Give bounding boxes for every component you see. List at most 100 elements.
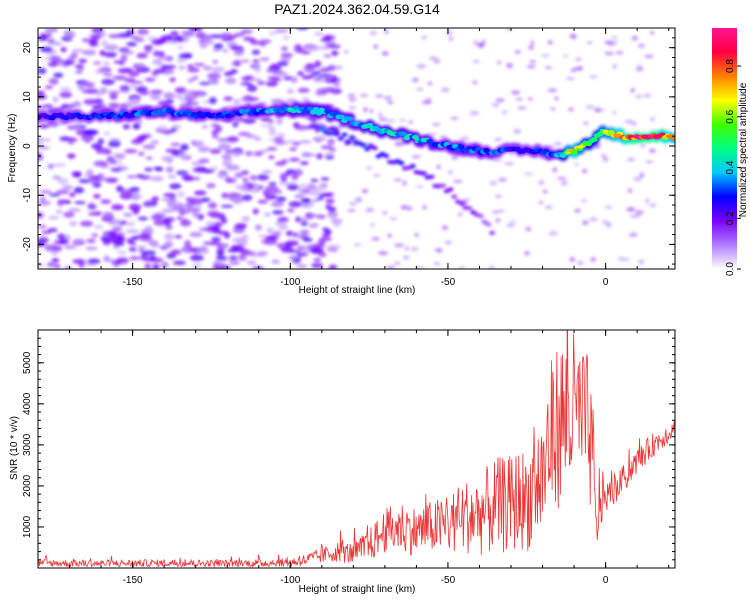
noise-blob [298, 140, 312, 144]
noise-blob [297, 71, 305, 76]
noise-blob [270, 201, 284, 208]
ridge-hotspot [640, 134, 647, 138]
colorbar-ticks: 0.0 0.2 0.4 0.6 0.8 [725, 59, 741, 276]
y-tick-label: 10 [22, 91, 33, 103]
noise-blob [71, 171, 82, 177]
noise-blob [128, 203, 142, 211]
snr-panel: -150 -100 -50 0 1000 2000 3000 4000 5000 Height… [9, 329, 676, 595]
noise-blob [300, 221, 309, 227]
noise-blob [134, 63, 144, 68]
spectrogram-frame [37, 27, 676, 270]
noise-blob [86, 88, 99, 94]
noise-blob [575, 57, 582, 62]
noise-blob [233, 32, 245, 37]
noise-blob [159, 129, 171, 134]
noise-blob [645, 160, 654, 164]
noise-blob [523, 172, 534, 176]
y-tick-label: -10 [22, 188, 33, 203]
noise-blob [282, 35, 290, 41]
figure-title: PAZ1.2024.362.04.59.G14 [274, 1, 440, 17]
noise-blob [153, 50, 161, 57]
noise-blob [120, 54, 128, 62]
noise-blob [323, 54, 332, 58]
noise-blob [78, 178, 92, 184]
noise-blob [416, 63, 427, 69]
snr-x-ticks: -150 -100 -50 0 [37, 330, 670, 586]
colorbar-tick-label: 0.6 [725, 109, 736, 123]
noise-blob [221, 192, 229, 199]
noise-blob [411, 155, 421, 159]
noise-blob [624, 119, 634, 124]
noise-blob [125, 229, 140, 234]
noise-blob [302, 153, 316, 157]
snr-marks [38, 330, 675, 568]
noise-blob [451, 155, 459, 160]
noise-blob [528, 97, 533, 101]
noise-blob [300, 97, 309, 102]
ridge-hotspot [627, 134, 634, 138]
noise-blob [643, 93, 652, 98]
noise-blob [278, 132, 285, 139]
noise-blob [427, 81, 433, 86]
noise-blob [568, 107, 574, 112]
ridge-mark [590, 137, 598, 142]
noise-blob [252, 208, 259, 215]
noise-blob [51, 257, 60, 263]
noise-blob [225, 164, 240, 171]
noise-blob [139, 234, 152, 242]
noise-blob [85, 246, 98, 250]
noise-blob [149, 140, 160, 145]
noise-blob [530, 40, 535, 46]
noise-blob [260, 239, 272, 245]
noise-blob [199, 43, 208, 49]
noise-blob [221, 217, 228, 224]
branch-mark [341, 132, 348, 137]
noise-blob [445, 29, 453, 36]
noise-blob [122, 123, 131, 130]
spectrogram-marks [38, 28, 675, 269]
noise-blob [300, 161, 309, 166]
noise-blob [39, 189, 53, 194]
noise-blob [378, 117, 387, 122]
noise-blob [124, 149, 138, 154]
noise-blob [582, 121, 590, 125]
noise-blob [511, 90, 521, 95]
noise-blob [375, 94, 384, 98]
noise-blob [285, 230, 293, 237]
noise-blob [137, 135, 148, 140]
noise-blob [412, 77, 419, 83]
noise-blob [104, 177, 118, 183]
noise-blob [174, 87, 187, 94]
noise-blob [166, 41, 178, 45]
noise-blob [193, 190, 206, 196]
noise-blob [448, 170, 453, 175]
noise-blob [544, 205, 553, 210]
noise-blob [211, 132, 219, 139]
noise-blob [604, 51, 615, 56]
noise-blob [410, 247, 418, 251]
noise-blob [253, 151, 263, 157]
colorbar: 0.0 0.2 0.4 0.6 0.8 Normalized spectral ampl… [712, 28, 749, 276]
noise-blob [630, 87, 635, 93]
noise-blob [48, 193, 61, 197]
noise-blob [612, 64, 617, 69]
noise-blob [504, 162, 514, 165]
noise-blob [398, 118, 407, 122]
noise-blob [349, 202, 357, 206]
noise-blob [369, 30, 377, 36]
noise-blob [167, 175, 177, 179]
noise-blob [151, 38, 165, 46]
noise-blob [301, 198, 312, 204]
noise-blob [184, 240, 192, 247]
noise-blob [268, 182, 277, 186]
noise-blob [414, 233, 419, 237]
noise-blob [274, 29, 289, 33]
noise-blob [165, 98, 174, 105]
noise-blob [44, 244, 58, 248]
noise-blob [38, 237, 49, 244]
noise-blob [143, 250, 156, 256]
noise-blob [125, 221, 136, 226]
noise-blob [274, 140, 287, 145]
noise-blob [280, 247, 289, 252]
noise-blob [128, 247, 138, 252]
